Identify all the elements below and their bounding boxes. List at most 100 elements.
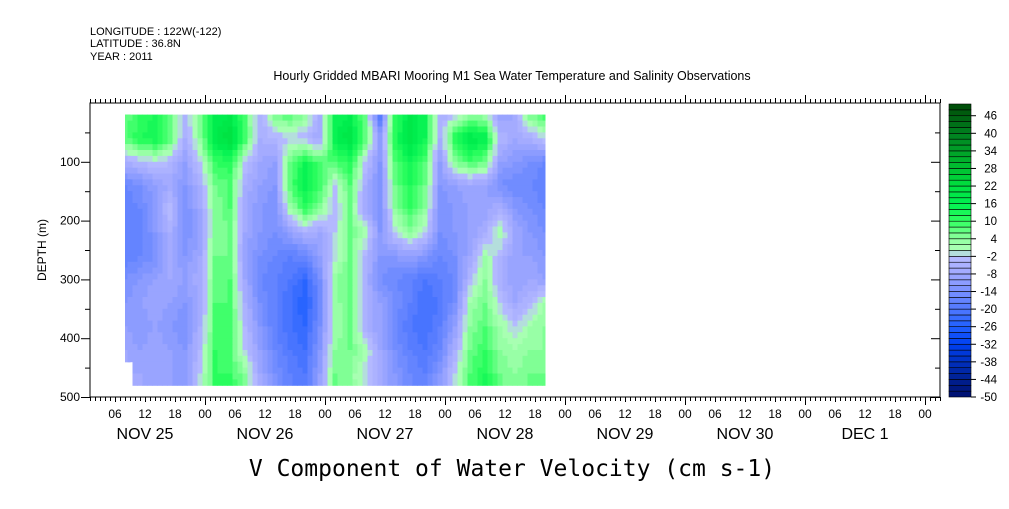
heatmap-cell: [172, 126, 178, 133]
heatmap-cell: [387, 367, 393, 374]
heatmap-cell: [212, 161, 218, 169]
heatmap-cell: [472, 367, 478, 374]
heatmap-cell: [182, 126, 188, 133]
heatmap-cell: [377, 150, 383, 157]
heatmap-cell: [527, 132, 533, 139]
heatmap-cell: [197, 114, 203, 122]
heatmap-cell: [227, 138, 233, 145]
colorbar-label: -20: [980, 304, 997, 316]
heatmap-cell: [267, 261, 273, 269]
heatmap-cell: [502, 173, 508, 180]
heatmap-cell: [432, 344, 438, 351]
heatmap-cell: [192, 285, 198, 292]
heatmap-cell: [287, 302, 293, 310]
heatmap-cell: [372, 279, 378, 286]
heatmap-cell: [242, 238, 248, 245]
heatmap-cell: [507, 161, 513, 169]
heatmap-cell: [137, 220, 143, 227]
heatmap-cell: [412, 255, 418, 263]
heatmap-cell: [357, 155, 363, 163]
heatmap-cell: [457, 250, 463, 257]
heatmap-cell: [257, 120, 263, 127]
heatmap-cell: [452, 203, 458, 210]
heatmap-cell: [182, 208, 188, 216]
heatmap-cell: [157, 238, 163, 245]
heatmap-cell: [292, 232, 298, 239]
heatmap-cell: [277, 379, 283, 386]
heatmap-cell: [137, 114, 143, 122]
heatmap-cell: [222, 173, 228, 180]
heatmap-cell: [252, 161, 258, 169]
heatmap-cell: [542, 297, 546, 304]
heatmap-cell: [197, 226, 203, 233]
heatmap-cell: [417, 197, 423, 204]
heatmap-cell: [452, 273, 458, 280]
colorbar-band: [948, 220, 972, 228]
heatmap-cell: [537, 379, 543, 386]
heatmap-cell: [257, 185, 263, 192]
heatmap-cell: [377, 297, 383, 304]
heatmap-cell: [232, 261, 238, 269]
heatmap-cell: [457, 150, 463, 157]
heatmap-cell: [207, 132, 213, 139]
heatmap-cell: [487, 208, 493, 216]
heatmap-cell: [152, 344, 158, 351]
heatmap-cell: [487, 197, 493, 204]
heatmap-cell: [472, 297, 478, 304]
heatmap-cell: [232, 273, 238, 280]
heatmap-cell: [502, 350, 508, 357]
heatmap-cell: [127, 138, 133, 145]
heatmap-cell: [537, 279, 543, 286]
heatmap-cell: [237, 173, 243, 180]
heatmap-cell: [297, 267, 303, 274]
heatmap-cell: [302, 361, 308, 369]
heatmap-cell: [277, 350, 283, 357]
heatmap-cell: [537, 338, 543, 345]
heatmap-cell: [227, 126, 233, 133]
heatmap-cell: [372, 214, 378, 222]
heatmap-cell: [522, 208, 528, 216]
heatmap-cell: [167, 361, 173, 369]
heatmap-cell: [262, 155, 268, 163]
heatmap-cell: [497, 226, 503, 233]
heatmap-cell: [192, 308, 198, 316]
heatmap-cell: [187, 232, 193, 239]
heatmap-cell: [177, 197, 183, 204]
heatmap-cell: [387, 291, 393, 298]
heatmap-cell: [462, 291, 468, 298]
colorbar-band: [948, 109, 972, 117]
heatmap-cell: [287, 255, 293, 263]
heatmap-cell: [382, 150, 388, 157]
heatmap-cell: [262, 338, 268, 345]
heatmap-cell: [482, 161, 488, 169]
heatmap-cell: [412, 238, 418, 245]
heatmap-cell: [287, 155, 293, 163]
heatmap-cell: [297, 338, 303, 345]
heatmap-cell: [487, 308, 493, 316]
heatmap-cell: [217, 367, 223, 374]
heatmap-cell: [362, 132, 368, 139]
heatmap-cell: [492, 244, 498, 251]
heatmap-cell: [242, 161, 248, 169]
heatmap-cell: [472, 138, 478, 145]
heatmap-cell: [512, 138, 518, 145]
heatmap-cell: [127, 297, 133, 304]
day-label: NOV 27: [357, 426, 414, 443]
heatmap-cell: [277, 250, 283, 257]
heatmap-cell: [507, 379, 513, 386]
heatmap-cell: [537, 167, 543, 175]
heatmap-cell: [352, 132, 358, 139]
heatmap-cell: [322, 214, 328, 222]
heatmap-cell: [437, 126, 443, 133]
heatmap-cell: [417, 208, 423, 216]
heatmap-cell: [517, 297, 523, 304]
heatmap-cell: [162, 208, 168, 216]
heatmap-cell: [272, 314, 278, 322]
heatmap-cell: [462, 144, 468, 151]
heatmap-cell: [192, 220, 198, 227]
heatmap-cell: [497, 238, 503, 245]
heatmap-cell: [407, 320, 413, 327]
heatmap-cell: [457, 320, 463, 327]
heatmap-cell: [342, 379, 348, 386]
heatmap-cell: [522, 279, 528, 286]
